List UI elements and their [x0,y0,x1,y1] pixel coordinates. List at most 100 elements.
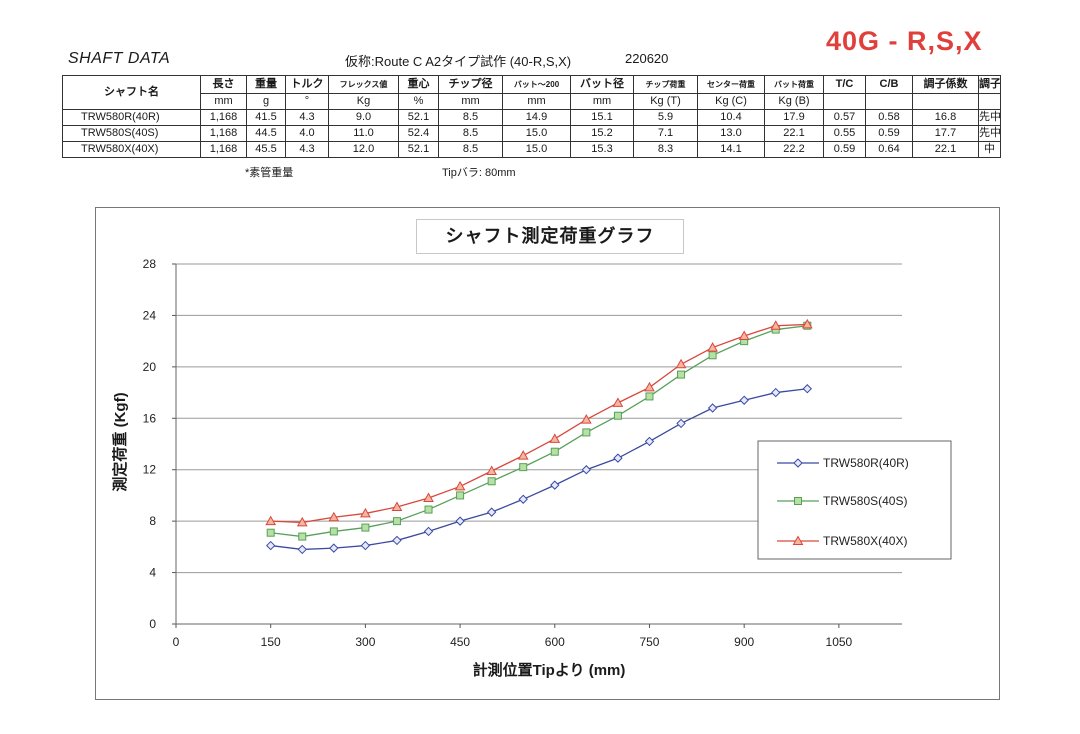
series-line [270,323,808,524]
data-point [644,436,655,447]
legend-box [757,440,952,560]
y-tick-label: 0 [149,617,156,631]
table-units-row: mm g ° Kg% mm mm mm Kg (T) Kg (C) Kg (B) [63,93,1001,110]
document-title: SHAFT DATA [68,50,171,67]
y-tick-label: 16 [143,411,157,425]
data-point [265,515,277,526]
table-header-row: シャフト名 長さ 重量 トルク フレックス値 重心 チップ径 バット～200 バット径 チップ荷重… [62,75,1001,110]
x-tick-label: 450 [450,635,470,649]
table-header-cell: 重量 [246,75,286,94]
shaft-name-cell: TRW580S(40S) [62,125,201,142]
chart-canvas: 0 4 8 12 16 20 24 28 0 150 300 450 600 750 900 1050 TRW5… [143,257,952,649]
table-cell: 22.1 [764,125,824,142]
y-tick-label: 24 [143,308,157,322]
legend-label: TRW580X(40X) [823,534,907,548]
data-point [360,540,371,551]
table-cell: 1,168 [200,109,247,126]
x-tick-label: 600 [545,635,565,649]
data-point [675,358,687,369]
table-cell: 5.9 [633,109,698,126]
data-point [519,463,528,472]
table-cell: 8.5 [438,109,503,126]
data-point [423,492,434,502]
y-axis-label: 測定荷重 (Kgf) [112,392,129,492]
x-tick-label: 300 [355,635,375,649]
series-line [270,325,808,538]
data-point [392,517,401,526]
table-header-cell: チップ荷重 [633,75,698,94]
table-cell: 4.3 [285,141,329,158]
table-header-cell: 調子係数 [912,75,979,94]
data-point [392,535,402,546]
table-cell: 1,168 [200,141,247,158]
table-unit-cell: Kg (T) [633,93,698,110]
table-header-cell: バット荷重 [764,75,824,94]
table-header-cell: C/B [865,75,913,94]
table-cell: 52.4 [398,125,439,142]
data-point [550,480,560,490]
y-tick-label: 8 [149,514,156,528]
document-date-code: 220620 [625,51,669,66]
shaft-spec-table-body: シャフト名 長さ 重量 トルク フレックス値 重心 チップ径 バット～200 バット径 チップ荷重… [62,75,1001,158]
table-row: TRW580X(40X) 1,168 45.5 4.3 12.0 52.1 8.5 15.0 1… [62,141,1001,158]
load-chart: 0 4 8 12 16 20 24 28 0 150 300 450 600 750 900 1050 TRW5… [95,207,1000,700]
table-unit-cell [865,93,913,110]
table-cell: 4.3 [285,109,329,126]
data-point [550,447,559,456]
y-tick-label: 4 [149,566,156,580]
data-point [456,491,465,500]
data-point [361,523,370,532]
x-axis-label: 計測位置Tipより (mm) [472,662,626,679]
data-point [707,403,718,413]
data-point [486,507,497,517]
table-unit-cell: mm [570,93,634,110]
x-tick-label: 0 [173,635,180,649]
data-point [455,516,465,526]
table-header-cell: センター荷重 [697,75,765,94]
data-point [424,505,433,514]
legend-marker [794,497,802,505]
table-cell: 0.59 [823,141,866,158]
table-cell: 44.5 [246,125,286,142]
table-cell: 中 [978,141,1001,158]
table-cell: 45.5 [246,141,286,158]
table-cell: 15.0 [502,141,571,158]
data-point [676,418,686,429]
data-point [329,543,339,553]
table-cell: 41.5 [246,109,286,126]
table-cell: 17.7 [912,125,979,142]
data-point [296,516,308,527]
data-point [771,387,781,398]
data-series [265,318,813,527]
data-point [328,511,340,522]
table-cell: 8.5 [438,141,503,158]
table-cell: 52.1 [398,109,439,126]
table-cell: 先中 [978,109,1001,126]
chart-title: シャフト測定荷重グラフ [416,219,684,254]
x-tick-label: 1050 [826,635,853,649]
data-point [391,501,403,511]
series-line [270,388,808,551]
legend-label: TRW580S(40S) [823,494,907,508]
x-tick-label: 750 [639,635,659,649]
table-cell: 0.64 [865,141,913,158]
x-tick-label: 150 [261,635,281,649]
data-point [738,330,750,340]
table-cell: 1,168 [200,125,247,142]
data-point [708,351,717,360]
table-unit-cell: Kg [328,93,399,110]
y-tick-label: 28 [143,257,157,271]
table-unit-cell: Kg (C) [697,93,765,110]
table-cell: 8.5 [438,125,503,142]
data-point [580,414,592,424]
data-point [677,370,686,379]
table-cell: 0.58 [865,109,913,126]
table-cell: 14.9 [502,109,571,126]
table-header-cell: フレックス値 [328,75,399,94]
x-tick-label: 900 [734,635,754,649]
data-point [266,528,275,537]
table-row: TRW580S(40S) 1,168 44.5 4.0 11.0 52.4 8.5 15.0 1… [62,125,1001,142]
table-header-cell: トルク [285,75,329,94]
data-point [613,453,623,463]
table-cell: 22.1 [912,141,979,158]
